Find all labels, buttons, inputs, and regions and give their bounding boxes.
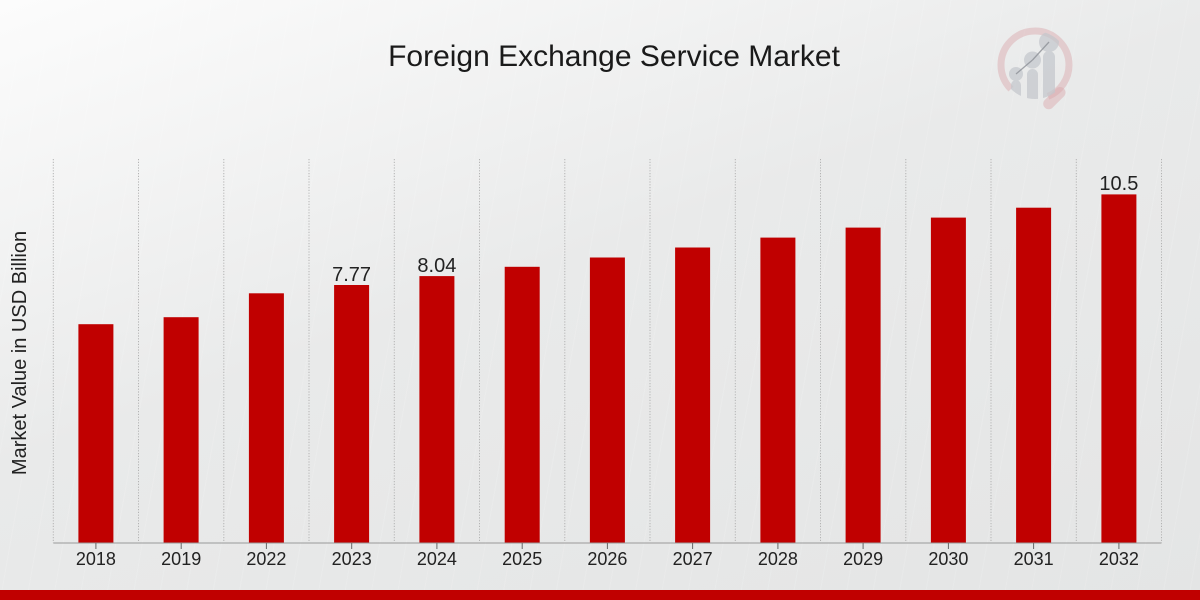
svg-text:8.04: 8.04 — [417, 255, 456, 277]
svg-text:2024: 2024 — [417, 549, 457, 569]
svg-text:2030: 2030 — [928, 549, 968, 569]
svg-text:2032: 2032 — [1099, 549, 1139, 569]
svg-text:2022: 2022 — [246, 549, 286, 569]
svg-text:2019: 2019 — [161, 549, 201, 569]
svg-text:2023: 2023 — [332, 549, 372, 569]
svg-text:2018: 2018 — [76, 549, 116, 569]
svg-text:2031: 2031 — [1014, 549, 1054, 569]
svg-text:2025: 2025 — [502, 549, 542, 569]
svg-text:2029: 2029 — [843, 549, 883, 569]
svg-text:7.77: 7.77 — [332, 264, 371, 286]
svg-text:2028: 2028 — [758, 549, 798, 569]
svg-text:10.5: 10.5 — [1099, 173, 1138, 195]
svg-text:2026: 2026 — [587, 549, 627, 569]
svg-text:2027: 2027 — [673, 549, 713, 569]
